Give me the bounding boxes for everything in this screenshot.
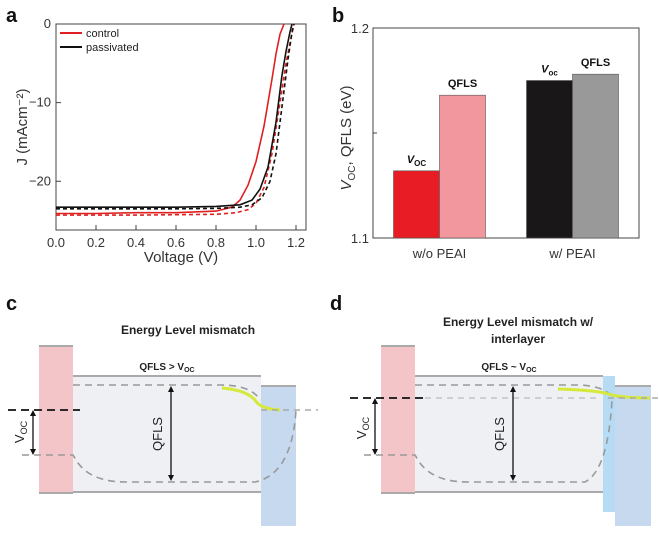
series-line-1 (56, 23, 295, 216)
x-tick-label-a-4: 0.8 (207, 235, 225, 250)
diagram-d-sublabel: QFLS ~ VOC (481, 362, 536, 374)
y-tick-label-a-0: −20 (29, 173, 51, 188)
legend-label-passivated: passivated (86, 42, 139, 54)
diagram-c-htl (39, 346, 73, 493)
x-tick-label-a-6: 1.2 (287, 235, 305, 250)
diagram-d-interlayer (603, 376, 615, 512)
category-label-1: w/ PEAI (548, 246, 595, 261)
y-tick-label-b-1: 1.2 (351, 21, 369, 36)
diagram-c-sublabel: QFLS > VOC (139, 362, 194, 374)
panel-b-ticks: 1.1 1.2 (351, 21, 378, 246)
panel-letter-a: a (6, 5, 18, 27)
panel-a-ticks: 0.0 0.2 0.4 0.6 0.8 1.0 1.2 −20 −10 0 (29, 16, 305, 250)
series-line-3 (56, 23, 295, 210)
diagram-c-voc-arrowhead-bottom (30, 449, 36, 455)
series-line-2 (56, 23, 293, 208)
bar-label-0-1: QFLS (448, 78, 477, 90)
category-label-0: w/o PEAI (412, 246, 466, 261)
diagram-c-title: Energy Level mismatch (121, 323, 255, 337)
diagram-d-qfls-arrowhead-bottom (510, 475, 516, 481)
panel-a-xlabel: Voltage (V) (144, 249, 218, 266)
panel-b-bars: w/o PEAI VOC QFLS w/ PEAI Voc QFLS (393, 57, 619, 261)
panel-a-chart: 0.0 0.2 0.4 0.6 0.8 1.0 1.2 −20 −10 0 control pas… (14, 16, 307, 266)
diagram-c-voc-arrowhead-top (30, 410, 36, 416)
diagram-d-voc-label: VOC (354, 416, 371, 439)
y-tick-label-b-0: 1.1 (351, 231, 369, 246)
diagram-c-electron-qfl (73, 384, 262, 401)
x-tick-label-a-5: 1.0 (247, 235, 265, 250)
diagram-d-qfls-arrowhead-top (510, 386, 516, 392)
panel-letter-c: c (6, 293, 17, 315)
y-tick-label-a-2: 0 (44, 16, 51, 31)
diagram-d-htl (381, 346, 415, 493)
diagram-c-qfls-label: QFLS (150, 417, 165, 451)
diagram-d: Energy Level mismatch w/ interlayer QFLS… (350, 315, 658, 526)
x-tick-label-a-2: 0.4 (127, 235, 145, 250)
y-tick-label-a-1: −10 (29, 95, 51, 110)
panel-a-lines (56, 23, 295, 216)
diagram-c: Energy Level mismatch QFLS > VOC VOC QFL… (8, 323, 318, 526)
diagram-d-absorber (415, 376, 603, 492)
diagram-d-title-line1: Energy Level mismatch w/ (443, 315, 594, 329)
x-tick-label-a-3: 0.6 (167, 235, 185, 250)
panel-letter-d: d (330, 293, 342, 315)
series-line-0 (56, 23, 285, 215)
diagram-d-qfls-label: QFLS (492, 417, 507, 451)
diagram-d-title-line2: interlayer (491, 332, 545, 346)
diagram-c-qfls-arrowhead-top (168, 386, 174, 392)
diagram-d-hole-qfl (364, 399, 613, 483)
diagram-d-voc-arrowhead-top (372, 398, 378, 404)
bar-qfls-0 (439, 94, 486, 239)
diagram-c-qfls-arrowhead-bottom (168, 475, 174, 481)
panel-b-chart: 1.1 1.2 w/o PEAI VOC QFLS w/ PEAI Voc QFLS VOC… (338, 21, 640, 261)
legend-label-control: control (86, 28, 119, 40)
diagram-d-etl (615, 386, 651, 526)
diagram-c-fermi-highlight (221, 386, 281, 412)
diagram-c-voc-label: VOC (12, 420, 29, 443)
diagram-d-voc-arrowhead-bottom (372, 449, 378, 455)
x-tick-label-a-0: 0.0 (47, 235, 65, 250)
bar-v_oc-0 (393, 170, 440, 239)
bar-label-1-0: Voc (541, 64, 558, 78)
bar-v_oc-1 (526, 80, 573, 239)
panel-a-legend: control passivated (60, 28, 139, 54)
x-tick-label-a-1: 0.2 (87, 235, 105, 250)
bar-qfls-1 (572, 73, 619, 239)
bar-label-1-1: QFLS (581, 57, 610, 69)
panel-a-plot-frame (55, 23, 307, 231)
panel-letter-b: b (332, 5, 344, 27)
diagram-c-absorber (73, 376, 261, 492)
panel-b-ylabel: VOC, QFLS (eV) (338, 85, 358, 190)
panel-a-ylabel: J (mAcm⁻²) (14, 88, 31, 165)
bar-label-0-0: VOC (407, 154, 427, 168)
